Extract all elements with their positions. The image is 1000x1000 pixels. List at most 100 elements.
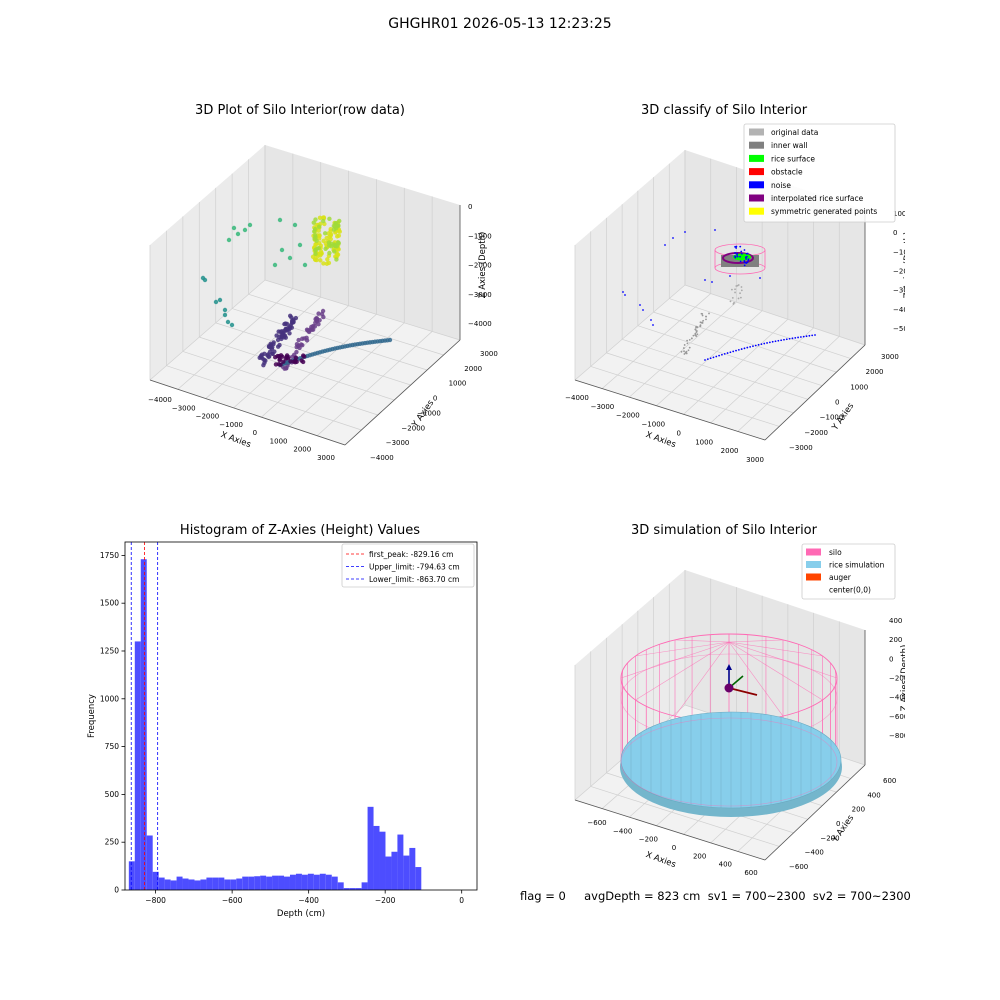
histogram-title: Histogram of Z-Axies (Height) Values	[179, 523, 421, 538]
p2-gridline	[606, 352, 794, 414]
p2-z-axis-label: Z Axies (Depth)	[903, 232, 905, 299]
p4-silo-bottom-ring	[620, 717, 838, 807]
p1-scatter-point	[293, 360, 298, 365]
p1-scatter-point	[296, 337, 301, 343]
p2-noise-point	[739, 245, 742, 248]
p1-scatter-point	[320, 218, 326, 224]
p2-original-point	[695, 325, 698, 328]
histogram-bar	[146, 835, 153, 890]
histogram-legend-label: Upper_limit: -794.63 cm	[369, 563, 460, 572]
p1-scatter-point	[312, 229, 317, 234]
p1-gridline	[264, 279, 461, 341]
p1-x-tick-label: 0	[253, 429, 257, 437]
histogram-bar	[278, 875, 285, 890]
p4-left-pane	[575, 570, 685, 800]
histogram-x-tick-label: −400	[298, 896, 319, 905]
figure-title: GHGHR01 2026-05-13 12:23:25	[388, 16, 612, 32]
p1-scatter-point	[275, 337, 281, 343]
p1-x-tick-label: −4000	[148, 396, 172, 404]
p2-noise-point	[746, 261, 749, 264]
p1-y-tick-label: −4000	[370, 454, 394, 462]
p2-original-point	[739, 292, 741, 295]
histogram-bar	[236, 878, 243, 890]
histogram-bar	[272, 875, 279, 890]
p4-x-tick-label: 0	[672, 844, 676, 852]
p1-scatter-point	[281, 359, 286, 364]
p2-original-point	[734, 291, 736, 294]
histogram-bar	[289, 874, 296, 890]
histogram-legend-label: first_peak: -829.16 cm	[369, 550, 453, 559]
p2-original-point	[685, 350, 688, 353]
p1-scatter-point	[305, 328, 310, 333]
histogram-frame	[124, 541, 478, 891]
p2-original-point	[686, 339, 689, 342]
p2-noise-point	[711, 281, 713, 283]
p1-scatter-point	[297, 242, 303, 248]
p2-legend-swatch	[749, 154, 764, 162]
p4-z-axis-label: Z Axies (Depth)	[900, 645, 905, 712]
p1-z-tick-label: −1000	[468, 232, 492, 240]
p2-noise-point	[745, 257, 747, 260]
p2-noise-point	[672, 237, 674, 239]
histogram-y-tick-label: 250	[105, 838, 120, 847]
p2-legend-label: original data	[771, 128, 818, 137]
p1-scatter-point	[320, 215, 326, 220]
p2-noise-point	[783, 338, 785, 341]
p2-gridline	[710, 327, 814, 424]
p2-noise-point	[743, 249, 746, 251]
histogram-bar	[355, 888, 362, 890]
p4-x-tick-label: −200	[639, 836, 658, 844]
p1-scatter-point	[328, 227, 333, 232]
histogram-chart: −800 −600 −400 −200 0 0 250 500 750 1000 1250 1500 1…	[87, 541, 478, 919]
p1-scatter-point	[213, 299, 219, 305]
p1-scatter-point	[217, 297, 223, 303]
p1-scatter-point	[247, 222, 253, 228]
histogram-y-tick-label: 1000	[100, 694, 119, 703]
p2-original-point	[692, 334, 695, 337]
p2-original-point	[688, 338, 691, 341]
p2-legend-label: rice surface	[771, 154, 815, 163]
p4-silo-roof-wire	[635, 641, 730, 701]
histogram-x-tick-label: −800	[145, 896, 166, 905]
p2-y-tick-label: 0	[835, 399, 839, 407]
histogram-bar	[313, 874, 320, 890]
p2-noise-point	[734, 256, 737, 259]
status-footer: flag = 0 avgDepth = 823 cm sv1 = 700~230…	[520, 889, 911, 903]
p1-scatter-point	[312, 233, 318, 238]
p1-left-pane	[150, 145, 265, 380]
p2-original-point	[683, 350, 685, 353]
p4-y-tick-label: 600	[883, 777, 896, 785]
p1-scatter-point	[202, 277, 208, 283]
p1-scatter-point	[270, 344, 275, 350]
p2-noise-point	[771, 340, 774, 343]
p2-z-tick-label: −2000	[893, 268, 905, 276]
p4-z-tick-label: −600	[889, 713, 905, 721]
p2-legend-label: inner wall	[771, 141, 808, 150]
p2-original-point	[688, 346, 691, 349]
histogram-bar	[224, 879, 231, 890]
p2-noise-point	[754, 344, 757, 347]
p1-scatter-point	[242, 227, 248, 233]
p1-scatter-point	[312, 324, 318, 329]
p2-original-point	[690, 337, 693, 340]
p4-center-marker	[724, 683, 734, 693]
histogram-bar	[373, 825, 380, 890]
p2-gridline	[656, 310, 763, 406]
p2-y-tick-label: −1000	[820, 414, 844, 422]
p2-original-point	[696, 330, 698, 332]
p1-z-tick-label: −3000	[468, 291, 492, 299]
p1-y-tick-label: 3000	[480, 350, 498, 358]
p2-legend-swatch	[749, 168, 764, 176]
histogram-bar	[337, 882, 344, 890]
p2-gridline	[601, 293, 711, 389]
p2-gridline	[590, 366, 780, 427]
p2-original-point	[701, 314, 704, 317]
histogram-bar	[415, 867, 422, 890]
panel1-title: 3D Plot of Silo Interior(row data)	[195, 103, 405, 118]
p2-noise-point	[759, 277, 761, 279]
p1-scatter-point	[314, 241, 319, 247]
histogram-x-tick-label: −600	[222, 896, 243, 905]
p2-legend-label: symmetric generated points	[771, 207, 877, 216]
p1-scatter-point	[288, 359, 293, 364]
